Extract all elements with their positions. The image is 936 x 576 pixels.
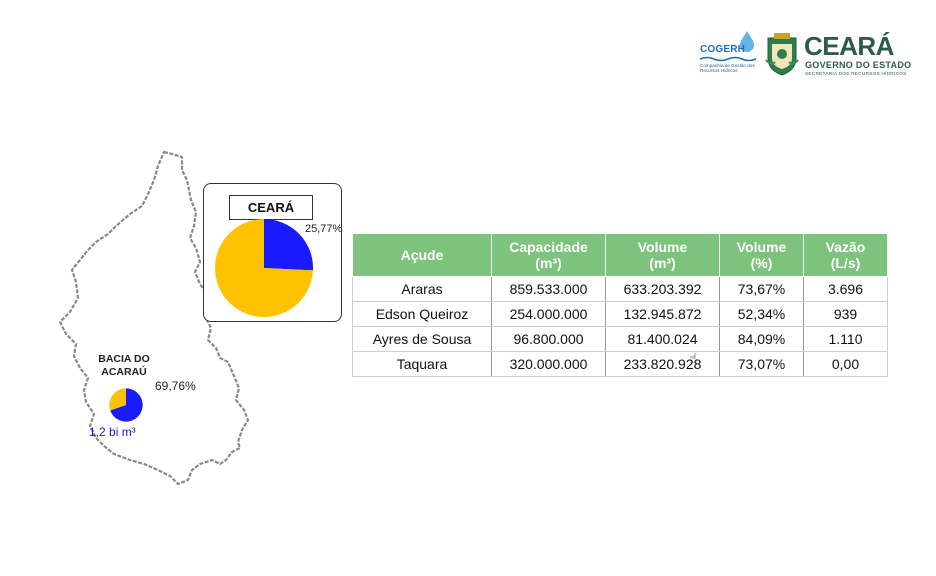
- acarau-basin-map: [58, 150, 250, 486]
- cogerh-logo: COGERH Companhia de Gestão dos Recursos …: [698, 30, 760, 80]
- header-acude: Açude: [352, 233, 492, 277]
- cell-volume-m3: 233.820.928: [605, 351, 720, 377]
- bacia-pie-label: 69,76%: [155, 379, 196, 393]
- waves-icon: [700, 56, 756, 62]
- cell-acude: Taquara: [352, 351, 492, 377]
- state-seal-icon: [765, 33, 799, 76]
- table-row: Ayres de Sousa 96.800.000 81.400.024 84,…: [352, 326, 888, 352]
- ceara-pie-label: 25,77%: [305, 223, 343, 235]
- cogerh-subtitle: Companhia de Gestão dos Recursos Hídrico…: [700, 63, 755, 74]
- reservoir-table: Açude Capacidade (m³) Volume (m³) Volume (%…: [352, 233, 888, 377]
- cell-vazao: 3.696: [803, 276, 888, 302]
- header-volume-m3: Volume (m³): [605, 233, 720, 277]
- cell-capacidade: 96.800.000: [491, 326, 606, 352]
- cell-capacidade: 254.000.000: [491, 301, 606, 327]
- ceara-government-label: GOVERNO DO ESTADO: [805, 60, 912, 70]
- bacia-volume-label: 1,2 bi m³: [89, 425, 136, 439]
- cell-volume-m3: 81.400.024: [605, 326, 720, 352]
- cell-vazao: 0,00: [803, 351, 888, 377]
- cell-volume-pct: 73,07%: [719, 351, 804, 377]
- table-header-row: Açude Capacidade (m³) Volume (m³) Volume (%…: [352, 233, 888, 277]
- cell-capacidade: 859.533.000: [491, 276, 606, 302]
- cell-volume-pct: 52,34%: [719, 301, 804, 327]
- cell-acude: Ayres de Sousa: [352, 326, 492, 352]
- cell-vazao: 1.110: [803, 326, 888, 352]
- pie-slice-0: [264, 219, 313, 271]
- hand-cursor-icon: ☝: [689, 350, 698, 366]
- ceara-pie-chart: [215, 219, 313, 317]
- ceara-chart-title: CEARÁ: [229, 195, 313, 220]
- cell-vazao: 939: [803, 301, 888, 327]
- cell-acude: Edson Queiroz: [352, 301, 492, 327]
- cell-acude: Araras: [352, 276, 492, 302]
- cell-capacidade: 320.000.000: [491, 351, 606, 377]
- header-vazao: Vazão (L/s): [803, 233, 888, 277]
- cogerh-wordmark: COGERH: [700, 44, 746, 55]
- ceara-logo: CEARÁ GOVERNO DO ESTADO SECRETARIA DOS R…: [804, 32, 914, 80]
- pie-slice-1: [215, 219, 313, 317]
- table-row: Edson Queiroz 254.000.000 132.945.872 52…: [352, 301, 888, 327]
- cell-volume-m3: 633.203.392: [605, 276, 720, 302]
- header-volume-pct: Volume (%): [719, 233, 804, 277]
- table-row: Araras 859.533.000 633.203.392 73,67% 3.…: [352, 276, 888, 302]
- cell-volume-pct: 84,09%: [719, 326, 804, 352]
- water-drop-icon: [740, 31, 754, 52]
- ceara-wordmark: CEARÁ: [804, 31, 894, 61]
- basin-outline: [58, 150, 250, 486]
- header-capacidade: Capacidade (m³): [491, 233, 606, 277]
- cell-volume-m3: 132.945.872: [605, 301, 720, 327]
- bacia-chart-title: BACIA DO ACARAÚ: [98, 353, 150, 378]
- pie-slice-0: [110, 388, 143, 422]
- cell-volume-pct: 73,67%: [719, 276, 804, 302]
- ceara-secretariat-label: SECRETARIA DOS RECURSOS HÍDRICOS: [805, 72, 907, 77]
- table-row: Taquara 320.000.000 233.820.928 73,07% 0…: [352, 351, 888, 377]
- pie-slice-1: [109, 388, 126, 411]
- bacia-pie-chart: [109, 388, 143, 422]
